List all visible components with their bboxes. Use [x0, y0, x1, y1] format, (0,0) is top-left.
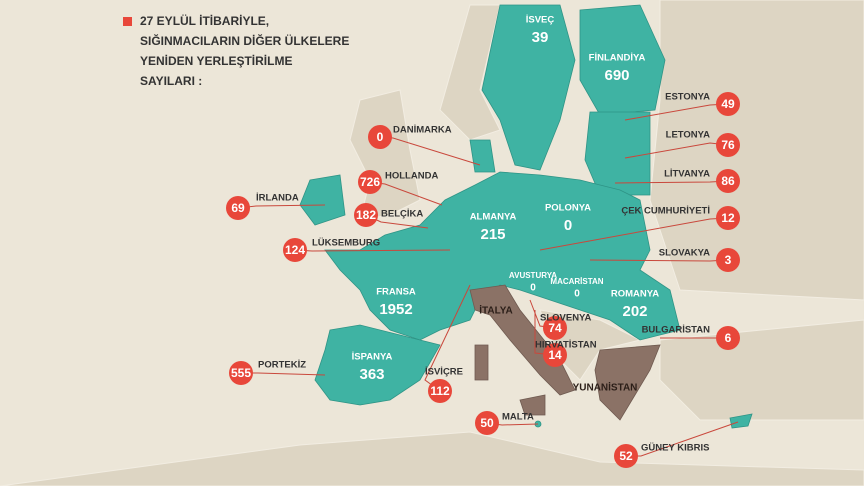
- title-line: SAYILARI :: [140, 74, 202, 88]
- country-value: 12: [721, 211, 735, 225]
- country-value: 690: [604, 67, 629, 84]
- country-name: ROMANYA: [611, 289, 659, 300]
- country-name: İTALYA: [479, 304, 513, 317]
- country-value: 52: [619, 449, 633, 463]
- country-value: 69: [231, 201, 245, 215]
- country-value: 50: [480, 416, 494, 430]
- country-name: SLOVENYA: [540, 313, 592, 324]
- country-name: HIRVATİSTAN: [535, 340, 597, 351]
- value-badge: [716, 92, 740, 116]
- country-value: 6: [725, 331, 732, 345]
- country-value: 14: [548, 348, 562, 362]
- country-value: 49: [721, 97, 735, 111]
- value-badge: [716, 248, 740, 272]
- country-value: 0: [530, 283, 536, 294]
- country-name: FİNLANDİYA: [589, 53, 646, 64]
- country-name: LETONYA: [666, 130, 710, 141]
- value-badge: [716, 326, 740, 350]
- country-value: 0: [574, 289, 580, 300]
- country-name: İSPANYA: [352, 352, 393, 363]
- country-name: LİTVANYA: [664, 169, 710, 180]
- country-value: 86: [721, 174, 735, 188]
- eu-countries: [299, 4, 753, 429]
- country-value: 726: [360, 175, 380, 189]
- title-line: SIĞINMACILARIN DİĞER ÜLKELERE: [140, 33, 349, 48]
- country-name: BULGARİSTAN: [642, 325, 711, 336]
- value-badge: [716, 169, 740, 193]
- value-badge: [368, 125, 392, 149]
- country-value: 1952: [379, 301, 412, 318]
- country-name: İSVEÇ: [526, 15, 555, 26]
- country-value: 0: [377, 130, 384, 144]
- country-value: 202: [622, 303, 647, 320]
- country-value: 124: [285, 243, 305, 257]
- country-name: LÜKSEMBURG: [312, 238, 380, 249]
- value-badge: [226, 196, 250, 220]
- country-name: DANİMARKA: [393, 125, 452, 136]
- country-name: MACARİSTAN: [550, 277, 603, 286]
- country-name: FRANSA: [376, 287, 416, 298]
- country-name: BELÇİKA: [381, 209, 423, 220]
- value-badge: [358, 170, 382, 194]
- country-value: 112: [430, 384, 450, 398]
- value-badge: [354, 203, 378, 227]
- value-badge: [543, 316, 567, 340]
- country-name: MALTA: [502, 412, 534, 423]
- country-value: 0: [564, 217, 572, 234]
- value-badge: [428, 379, 452, 403]
- value-badge: [614, 444, 638, 468]
- country-value: 3: [725, 253, 732, 267]
- country-name: SLOVAKYA: [659, 248, 710, 259]
- country-value: 363: [359, 366, 384, 383]
- country-value: 39: [532, 29, 549, 46]
- country-name: GÜNEY KIBRIS: [641, 443, 709, 454]
- value-badge: [283, 238, 307, 262]
- country-name: HOLLANDA: [385, 171, 438, 182]
- country-name: PORTEKİZ: [258, 360, 306, 371]
- country-value: 74: [548, 321, 562, 335]
- value-badge: [716, 133, 740, 157]
- title-line: YENİDEN YERLEŞTİRİLME: [140, 53, 292, 68]
- country-name: POLONYA: [545, 203, 591, 214]
- country-value: 215: [480, 226, 505, 243]
- country-value: 555: [231, 366, 251, 380]
- title-marker: [123, 17, 132, 26]
- country-name: ALMANYA: [470, 212, 517, 223]
- country-name: YUNANİSTAN: [573, 381, 638, 394]
- value-badge: [716, 206, 740, 230]
- country-value: 182: [356, 208, 376, 222]
- country-name: İSVİÇRE: [425, 367, 463, 378]
- title-line: 27 EYLÜL İTİBARİYLE,: [140, 13, 269, 28]
- country-name: İRLANDA: [256, 193, 299, 204]
- value-badge: [475, 411, 499, 435]
- country-name: ÇEK CUMHURİYETİ: [621, 206, 710, 217]
- country-value: 76: [721, 138, 735, 152]
- country-name: ESTONYA: [665, 92, 710, 103]
- country-name: AVUSTURYA: [509, 271, 557, 280]
- value-badge: [229, 361, 253, 385]
- non-participants: [469, 284, 661, 421]
- value-badge: [543, 343, 567, 367]
